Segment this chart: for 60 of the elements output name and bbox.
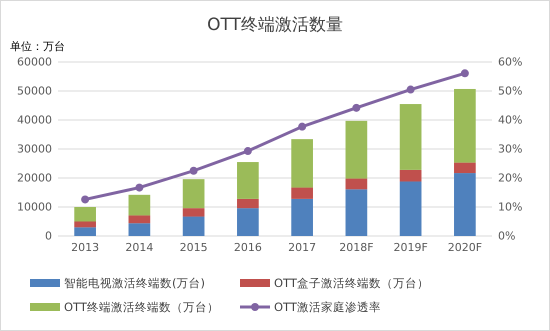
bar [346, 189, 368, 236]
x-tick-label: 2019F [393, 241, 428, 254]
bar [128, 223, 150, 236]
y-tick-label: 10000 [17, 200, 52, 214]
y-tick-label: 30000 [17, 142, 52, 156]
bar [400, 104, 422, 170]
y-tick-label: 0 [45, 230, 52, 242]
bar [128, 194, 150, 216]
bar [291, 198, 313, 236]
x-tick-label: 2013 [71, 241, 100, 254]
bar [237, 162, 259, 199]
bar [237, 198, 259, 208]
chart-title: OTT终端激活数量 [207, 15, 343, 35]
bar [291, 188, 313, 199]
y2-tick-label: 50% [498, 84, 522, 98]
legend-label: OTT盒子激活终端数（万台） [274, 276, 429, 290]
y-tick-label: 40000 [17, 114, 52, 126]
point [244, 147, 252, 156]
bar [74, 207, 96, 222]
y-tick-label: 20000 [17, 172, 52, 184]
x-tick-label: 2015 [180, 241, 208, 254]
y2-tick-label: 30% [498, 142, 522, 156]
bar [74, 227, 96, 236]
point [406, 86, 415, 94]
bar [182, 208, 204, 217]
bar [400, 170, 422, 182]
y2-tick-label: 0% [498, 230, 516, 242]
y-tick-label: 50000 [17, 84, 52, 98]
point [352, 104, 360, 112]
bar [454, 88, 476, 163]
x-tick-label: 2020F [448, 241, 482, 254]
bar [182, 179, 204, 208]
bar [400, 181, 422, 236]
point [135, 184, 144, 192]
bar [182, 216, 204, 236]
bar [74, 222, 96, 228]
bar [454, 162, 476, 174]
x-tick-label: 2014 [125, 241, 154, 254]
point [190, 166, 198, 175]
bar [237, 208, 259, 236]
bar [346, 178, 368, 190]
x-tick-label: 2016 [234, 241, 262, 254]
x-tick-label: 2017 [288, 241, 316, 254]
y2-tick-label: 60% [498, 56, 522, 68]
y2-tick-label: 40% [498, 114, 522, 126]
point [298, 122, 306, 131]
legend-label: OTT激活家庭渗透率 [274, 300, 381, 314]
bar [128, 215, 150, 224]
legend-label: 智能电视激活终端数(万台) [64, 276, 205, 290]
x-tick-label: 2018F [339, 241, 374, 254]
bar [291, 139, 313, 188]
bar [454, 173, 476, 236]
bar [346, 120, 368, 179]
y-axis-title: 单位：万台 [10, 40, 65, 53]
point [460, 69, 469, 78]
legend-label: OTT终端激活终端数（万台） [64, 300, 219, 314]
y2-tick-label: 20% [498, 172, 522, 184]
y2-tick-label: 10% [498, 200, 522, 214]
y-tick-label: 60000 [17, 56, 52, 68]
point [81, 195, 90, 204]
